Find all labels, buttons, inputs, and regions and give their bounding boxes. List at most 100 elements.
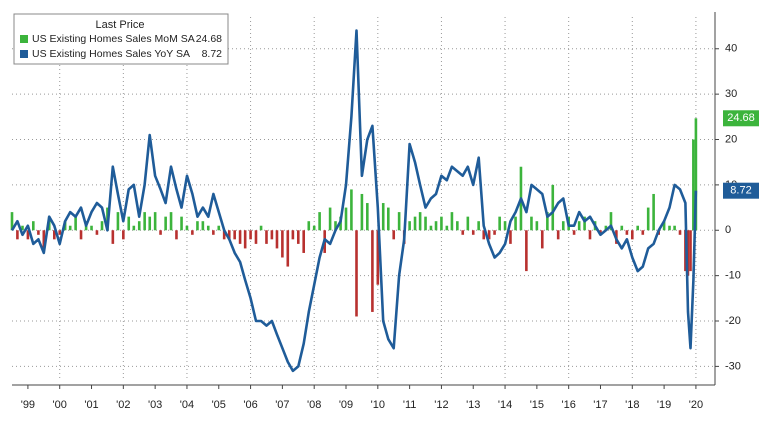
legend-box [13,13,229,65]
bar [296,230,300,244]
bar [609,212,613,231]
bar [122,230,125,240]
bar [408,221,411,231]
bar [185,225,189,231]
bar [556,230,560,240]
y-tick-label: 0 [725,224,731,236]
bar [434,221,438,231]
bar [604,225,608,231]
bar [371,230,374,312]
y-tick-label: -30 [725,360,741,372]
bar [694,118,698,231]
bar [641,230,645,235]
bar [461,230,465,235]
bar [238,230,242,244]
bar [328,207,332,231]
y-tick-label: 30 [725,88,737,100]
bar [175,230,178,240]
bar [450,212,454,231]
bar [127,216,131,231]
x-tick-label: '19 [657,399,671,411]
x-tick-label: '11 [403,399,417,411]
bar [686,230,690,276]
line [10,29,698,373]
bar [493,230,496,235]
bar [265,230,268,244]
bar [95,230,99,235]
bar [477,221,480,231]
plot-area [10,12,719,389]
bar [344,207,348,231]
bar [74,216,77,231]
bar [471,230,475,235]
x-tick-label: '20 [689,399,703,411]
bar [692,139,695,231]
bar [366,203,369,231]
bar [583,216,586,231]
last-value-label: 8.72 [730,185,751,197]
x-tick-label: '15 [530,399,544,411]
bar [254,230,258,244]
bar [148,216,152,231]
x-tick-label: '04 [180,399,194,411]
bar [630,230,634,240]
bar [535,221,539,231]
bar [588,230,592,240]
legend-swatch [20,35,28,43]
bar [37,230,40,235]
bar [387,207,390,231]
bar [259,225,263,231]
last-value-tag [723,110,759,127]
x-tick-label: '13 [466,399,480,411]
x-tick-label: '18 [625,399,639,411]
bar [159,230,162,235]
bar [360,193,364,231]
last-value-tag [723,182,759,199]
bar [429,225,433,231]
bar [514,216,517,231]
bar [636,225,640,231]
bar [42,230,46,249]
bar [16,230,19,240]
x-tick-label: '06 [243,399,257,411]
bar [53,230,56,240]
x-tick-label: '10 [371,399,385,411]
bar [291,230,295,240]
bar [312,225,316,231]
bar [487,230,491,240]
bar [440,216,443,231]
bar [424,216,427,231]
legend: Last Price US Existing Homes Sales MoM S… [13,13,229,65]
bar [191,230,194,235]
bar [90,225,93,231]
bar [196,221,199,231]
bar [307,221,311,231]
bar [318,212,321,231]
bar [153,212,157,231]
bar [227,230,231,240]
bar [355,230,358,317]
bar [169,212,173,231]
bar [381,203,385,231]
bar [662,221,666,231]
x-tick-label: '17 [593,399,607,411]
bar [572,230,576,235]
legend-swatch [20,50,28,58]
bar [466,216,470,231]
bar [281,230,284,258]
bar [180,216,183,231]
x-tick-label: '07 [275,399,289,411]
x-tick-label: '01 [84,399,98,411]
bar [58,230,62,235]
bar [652,193,655,231]
bar [275,230,279,249]
x-tick-label: '16 [562,399,576,411]
bar [392,230,396,240]
bar [689,230,692,272]
bar [206,225,210,231]
bar [376,230,380,285]
bar [10,212,14,231]
x-tick-label: '12 [434,399,448,411]
legend-title: Last Price [96,19,145,31]
